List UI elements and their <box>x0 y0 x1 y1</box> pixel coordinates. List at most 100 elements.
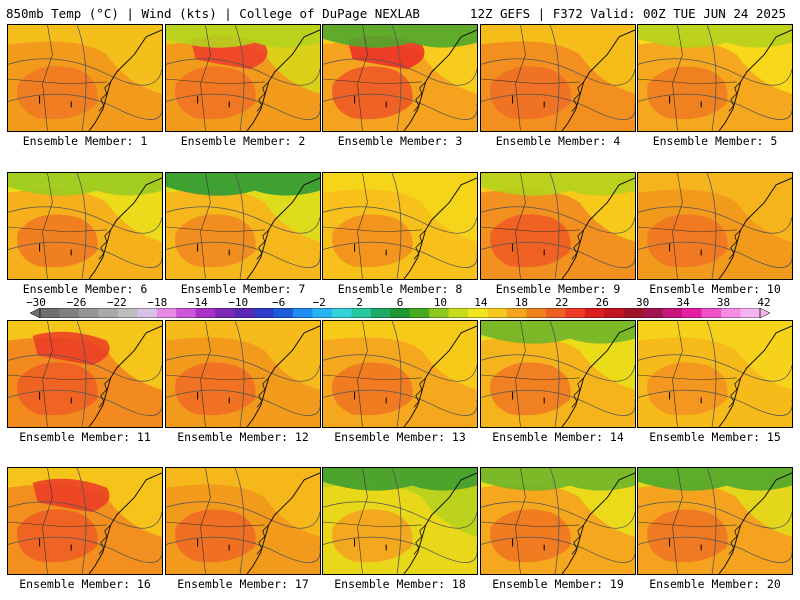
ensemble-map-panel <box>165 24 321 132</box>
ensemble-map-panel <box>637 172 793 280</box>
ensemble-map-panel <box>322 467 478 575</box>
colorbar-tick-label: 6 <box>396 296 404 309</box>
colorbar-swatch <box>740 308 761 318</box>
colorbar-swatch <box>584 308 605 318</box>
member-label: Ensemble Member: 7 <box>180 282 306 296</box>
colorbar-tick-label: 34 <box>676 296 690 309</box>
colorbar-swatch <box>409 308 430 318</box>
temperature-field <box>481 321 635 427</box>
colorbar-swatch <box>662 308 683 318</box>
valid-time: 12Z GEFS | F372 Valid: 00Z TUE JUN 24 20… <box>469 6 786 21</box>
colorbar-swatch <box>137 308 158 318</box>
colorbar-tick-label: −10 <box>228 296 249 309</box>
temperature-field <box>638 468 792 574</box>
colorbar-swatch <box>215 308 235 318</box>
colorbar-swatch <box>254 308 274 318</box>
colorbar-swatch <box>487 308 508 318</box>
colorbar-tick-label: 30 <box>636 296 650 309</box>
temperature-field <box>323 25 477 131</box>
colorbar-swatch <box>545 308 566 318</box>
temperature-field <box>166 25 320 131</box>
colorbar-swatch <box>117 308 138 318</box>
colorbar-swatch <box>98 308 119 318</box>
colorbar-swatch <box>643 308 664 318</box>
ensemble-map-panel <box>480 172 636 280</box>
member-label: Ensemble Member: 9 <box>495 282 621 296</box>
temperature-colorbar <box>30 308 770 318</box>
colorbar-swatch <box>195 308 216 318</box>
colorbar-tick-label: −26 <box>66 296 87 309</box>
member-label: Ensemble Member: 18 <box>334 577 466 591</box>
colorbar-tick-label: 38 <box>716 296 731 309</box>
ensemble-map-panel <box>7 172 163 280</box>
member-label: Ensemble Member: 12 <box>177 430 309 444</box>
ensemble-map-panel <box>637 24 793 132</box>
colorbar-swatch <box>390 308 411 318</box>
temperature-field <box>638 321 792 427</box>
colorbar-swatch <box>448 308 469 318</box>
colorbar-tick-label: −2 <box>312 296 326 309</box>
colorbar-tick-label: 14 <box>474 296 488 309</box>
temperature-field <box>638 173 792 279</box>
ensemble-map-panel <box>480 467 636 575</box>
ensemble-map-panel <box>637 320 793 428</box>
temperature-field <box>323 173 477 279</box>
member-label: Ensemble Member: 14 <box>492 430 624 444</box>
colorbar-swatch <box>351 308 372 318</box>
member-label: Ensemble Member: 4 <box>495 134 621 148</box>
colorbar-swatch <box>721 308 741 318</box>
colorbar-tick-label: −22 <box>106 296 127 309</box>
member-label: Ensemble Member: 13 <box>334 430 466 444</box>
colorbar-swatch <box>312 308 333 318</box>
colorbar-swatch <box>701 308 722 318</box>
colorbar-tick-label: 26 <box>595 296 609 309</box>
temperature-field <box>323 468 477 574</box>
colorbar-tick-label: 22 <box>555 296 569 309</box>
colorbar-swatch <box>59 308 80 318</box>
ensemble-map-panel <box>322 320 478 428</box>
colorbar-swatch <box>78 308 99 318</box>
temperature-field <box>166 468 320 574</box>
ensemble-map-panel <box>322 24 478 132</box>
member-label: Ensemble Member: 8 <box>337 282 463 296</box>
colorbar-swatch <box>623 308 644 318</box>
ensemble-map-panel <box>165 172 321 280</box>
member-label: Ensemble Member: 20 <box>649 577 781 591</box>
colorbar-swatch <box>292 308 313 318</box>
colorbar-tick-label: −30 <box>26 296 46 309</box>
temperature-field <box>323 321 477 427</box>
member-label: Ensemble Member: 19 <box>492 577 624 591</box>
temperature-field <box>8 468 162 574</box>
member-label: Ensemble Member: 3 <box>337 134 463 148</box>
ensemble-map-panel <box>7 467 163 575</box>
colorbar-swatch <box>682 308 702 318</box>
ensemble-map-panel <box>7 320 163 428</box>
temperature-field <box>481 173 635 279</box>
member-label: Ensemble Member: 5 <box>652 134 778 148</box>
member-label: Ensemble Member: 1 <box>22 134 148 148</box>
member-label: Ensemble Member: 15 <box>649 430 781 444</box>
member-label: Ensemble Member: 11 <box>19 430 151 444</box>
colorbar-tick-label: 42 <box>757 296 771 309</box>
colorbar-swatch <box>40 308 60 318</box>
ensemble-map-panel <box>480 320 636 428</box>
ensemble-map-panel <box>165 467 321 575</box>
member-label: Ensemble Member: 6 <box>22 282 148 296</box>
ensemble-map-panel <box>7 24 163 132</box>
ensemble-map-panel <box>480 24 636 132</box>
temperature-field <box>481 25 635 131</box>
colorbar-tick-label: 10 <box>433 296 448 309</box>
member-label: Ensemble Member: 17 <box>177 577 309 591</box>
chart-title: 850mb Temp (°C) | Wind (kts) | College o… <box>6 6 420 21</box>
colorbar-swatch <box>156 308 177 318</box>
temperature-field <box>8 173 162 279</box>
colorbar-arrow-low <box>30 308 41 318</box>
temperature-field <box>8 25 162 131</box>
colorbar-swatch <box>331 308 352 318</box>
colorbar-tick-label: −14 <box>187 296 208 309</box>
colorbar-swatch <box>507 308 527 318</box>
temperature-field <box>638 25 792 131</box>
temperature-field <box>166 173 320 279</box>
temperature-field <box>166 321 320 427</box>
temperature-field <box>481 468 635 574</box>
